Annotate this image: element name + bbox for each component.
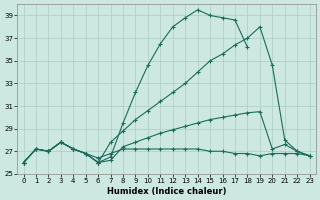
X-axis label: Humidex (Indice chaleur): Humidex (Indice chaleur) bbox=[107, 187, 226, 196]
